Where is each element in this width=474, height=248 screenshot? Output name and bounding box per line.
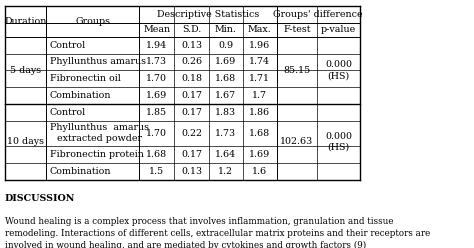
Text: Duration: Duration [4, 17, 47, 26]
Text: Max.: Max. [248, 25, 272, 34]
Text: 1.5: 1.5 [149, 167, 164, 176]
Text: 0.18: 0.18 [181, 74, 202, 83]
Text: 0.13: 0.13 [181, 41, 202, 50]
Text: Control: Control [50, 108, 86, 117]
Text: 0.17: 0.17 [181, 150, 202, 159]
Text: Combination: Combination [50, 91, 111, 100]
Text: 0.17: 0.17 [181, 91, 202, 100]
Text: S.D.: S.D. [182, 25, 201, 34]
Text: 1.83: 1.83 [215, 108, 236, 117]
Text: Groups' difference: Groups' difference [273, 10, 363, 19]
Text: p-value: p-value [321, 25, 356, 34]
Text: 5 days: 5 days [10, 66, 41, 75]
Text: 1.85: 1.85 [146, 108, 167, 117]
Text: Groups: Groups [75, 17, 110, 26]
Text: Control: Control [50, 41, 86, 50]
Text: 0.13: 0.13 [181, 167, 202, 176]
Text: Mean: Mean [143, 25, 170, 34]
Text: 1.67: 1.67 [215, 91, 236, 100]
Text: 0.9: 0.9 [218, 41, 233, 50]
Text: 1.94: 1.94 [146, 41, 167, 50]
Text: 1.64: 1.64 [215, 150, 236, 159]
Text: 1.70: 1.70 [146, 74, 167, 83]
Text: 1.68: 1.68 [249, 129, 270, 138]
Text: 1.6: 1.6 [252, 167, 267, 176]
Text: 1.70: 1.70 [146, 129, 167, 138]
Text: 1.73: 1.73 [215, 129, 236, 138]
Text: Phyllunthus amarus: Phyllunthus amarus [50, 58, 146, 66]
Text: 0.000
(HS): 0.000 (HS) [325, 60, 352, 81]
Text: Fibronectin protein: Fibronectin protein [50, 150, 144, 159]
Text: Combination: Combination [50, 167, 111, 176]
Text: DISCUSSION: DISCUSSION [5, 194, 75, 203]
Text: 1.69: 1.69 [215, 58, 236, 66]
Text: 1.71: 1.71 [249, 74, 270, 83]
Text: 10 days: 10 days [7, 137, 44, 146]
Text: 0.26: 0.26 [181, 58, 202, 66]
Text: 1.7: 1.7 [252, 91, 267, 100]
Text: F-test: F-test [283, 25, 311, 34]
Text: 1.68: 1.68 [146, 150, 167, 159]
Text: Wound healing is a complex process that involves inflammation, granulation and t: Wound healing is a complex process that … [5, 217, 430, 248]
Text: 0.22: 0.22 [181, 129, 202, 138]
Text: 0.17: 0.17 [181, 108, 202, 117]
Text: 102.63: 102.63 [280, 137, 314, 146]
Text: 1.96: 1.96 [249, 41, 270, 50]
Text: 1.73: 1.73 [146, 58, 167, 66]
Text: 1.69: 1.69 [249, 150, 270, 159]
Text: 0.000
(HS): 0.000 (HS) [325, 132, 352, 152]
Text: 1.69: 1.69 [146, 91, 167, 100]
Text: Min.: Min. [215, 25, 237, 34]
Text: 1.68: 1.68 [215, 74, 236, 83]
Text: 1.86: 1.86 [249, 108, 270, 117]
Text: 1.74: 1.74 [249, 58, 270, 66]
Text: 85.15: 85.15 [283, 66, 310, 75]
Text: Descriptive Statistics: Descriptive Statistics [157, 10, 259, 19]
Text: Fibronectin oil: Fibronectin oil [50, 74, 121, 83]
Text: Phyllunthus  amarus
extracted powder: Phyllunthus amarus extracted powder [50, 123, 149, 144]
Text: 1.2: 1.2 [218, 167, 233, 176]
